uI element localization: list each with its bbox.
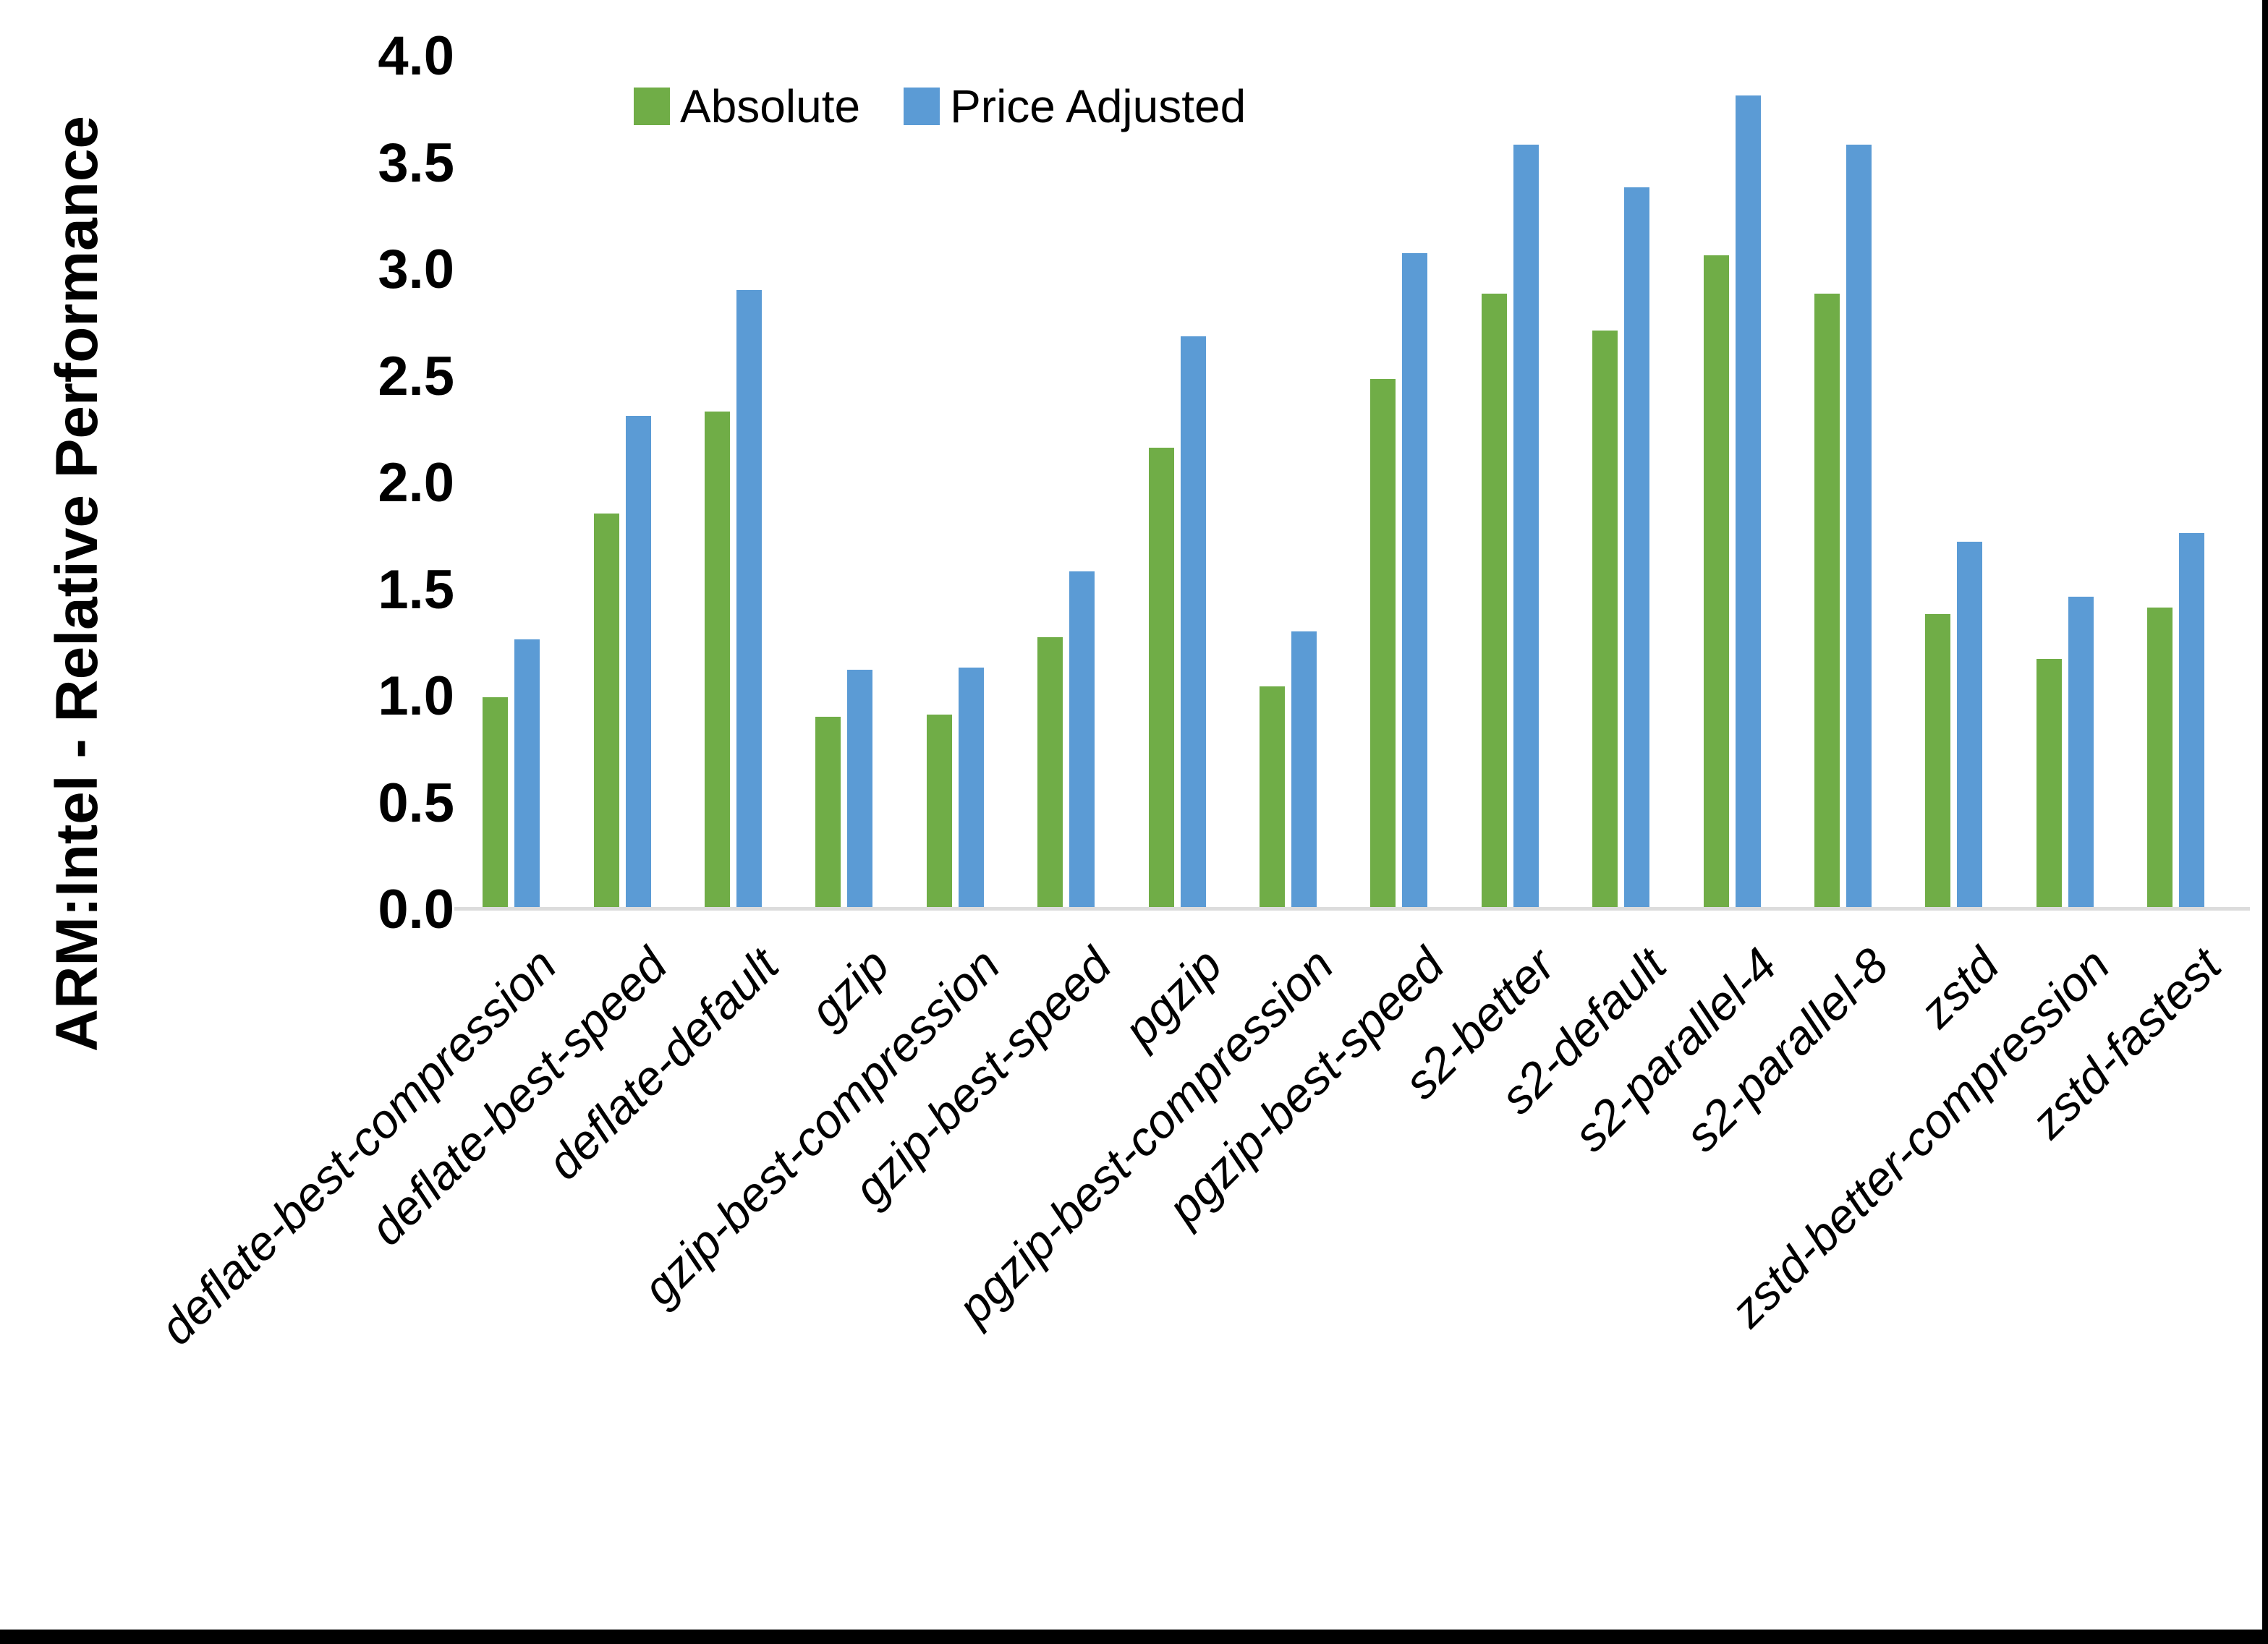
y-tick-label: 4.0 [378, 25, 454, 87]
y-tick-label: 3.0 [378, 239, 454, 300]
bar-absolute-pgzip [1148, 447, 1174, 908]
bar-absolute-deflate-best-speed [593, 514, 619, 908]
bar-absolute-deflate-best-compression [483, 697, 509, 908]
bar-price-adjusted-deflate-best-speed [625, 415, 651, 908]
bar-price-adjusted-gzip [847, 669, 873, 908]
bar-absolute-zstd-fastest [2147, 608, 2173, 908]
screenshot-right-border [2262, 0, 2268, 1644]
y-axis-title: ARM:Intel - Relative Performance [44, 115, 110, 1052]
bar-absolute-deflate-default [705, 411, 730, 908]
legend-label-price-adjusted: Price Adjusted [950, 80, 1246, 132]
bar-price-adjusted-s2-parallel-4 [1735, 95, 1761, 908]
screenshot-bottom-border [0, 1630, 2268, 1644]
y-tick-label: 2.5 [378, 345, 454, 407]
bar-price-adjusted-gzip-best-compression [958, 667, 984, 908]
bar-absolute-zstd [1925, 613, 1951, 908]
bar-price-adjusted-deflate-best-compression [514, 639, 540, 908]
bar-absolute-gzip-best-compression [926, 714, 952, 908]
bar-price-adjusted-s2-parallel-8 [1846, 144, 1872, 908]
bar-absolute-pgzip-best-speed [1370, 379, 1396, 908]
bar-absolute-s2-parallel-4 [1703, 255, 1729, 908]
bar-price-adjusted-gzip-best-speed [1069, 571, 1095, 908]
y-tick-label: 0.0 [378, 879, 454, 940]
legend-swatch-price-adjusted [904, 88, 940, 125]
bar-absolute-s2-default [1592, 330, 1618, 908]
bar-price-adjusted-zstd-fastest [2179, 532, 2205, 908]
bar-price-adjusted-zstd-better-compression [2068, 597, 2094, 908]
legend: Absolute Price Adjusted [634, 81, 1246, 132]
bar-absolute-pgzip-best-compression [1260, 686, 1285, 908]
bar-price-adjusted-zstd [1957, 541, 1983, 908]
legend-swatch-absolute [634, 88, 670, 125]
bar-price-adjusted-s2-default [1624, 187, 1650, 908]
bar-price-adjusted-deflate-default [736, 289, 762, 908]
bar-price-adjusted-pgzip-best-speed [1402, 253, 1428, 908]
y-tick-label: 3.5 [378, 132, 454, 194]
bar-absolute-gzip-best-speed [1037, 637, 1063, 908]
y-tick-label: 1.5 [378, 558, 454, 621]
x-axis-line [454, 907, 2250, 911]
legend-entry-absolute: Absolute [634, 81, 860, 132]
bar-price-adjusted-pgzip-best-compression [1291, 631, 1317, 908]
y-tick-label: 1.0 [378, 665, 454, 727]
legend-label-absolute: Absolute [680, 80, 861, 132]
bar-price-adjusted-pgzip [1180, 336, 1206, 908]
y-tick-label: 2.0 [378, 452, 454, 514]
bar-absolute-s2-better [1481, 294, 1507, 908]
bar-absolute-s2-parallel-8 [1814, 294, 1840, 908]
bar-absolute-zstd-better-compression [2036, 658, 2062, 908]
bar-absolute-gzip [815, 716, 841, 908]
legend-entry-price-adjusted: Price Adjusted [904, 81, 1246, 132]
y-tick-label: 0.5 [378, 772, 454, 834]
bar-price-adjusted-s2-better [1513, 144, 1539, 908]
